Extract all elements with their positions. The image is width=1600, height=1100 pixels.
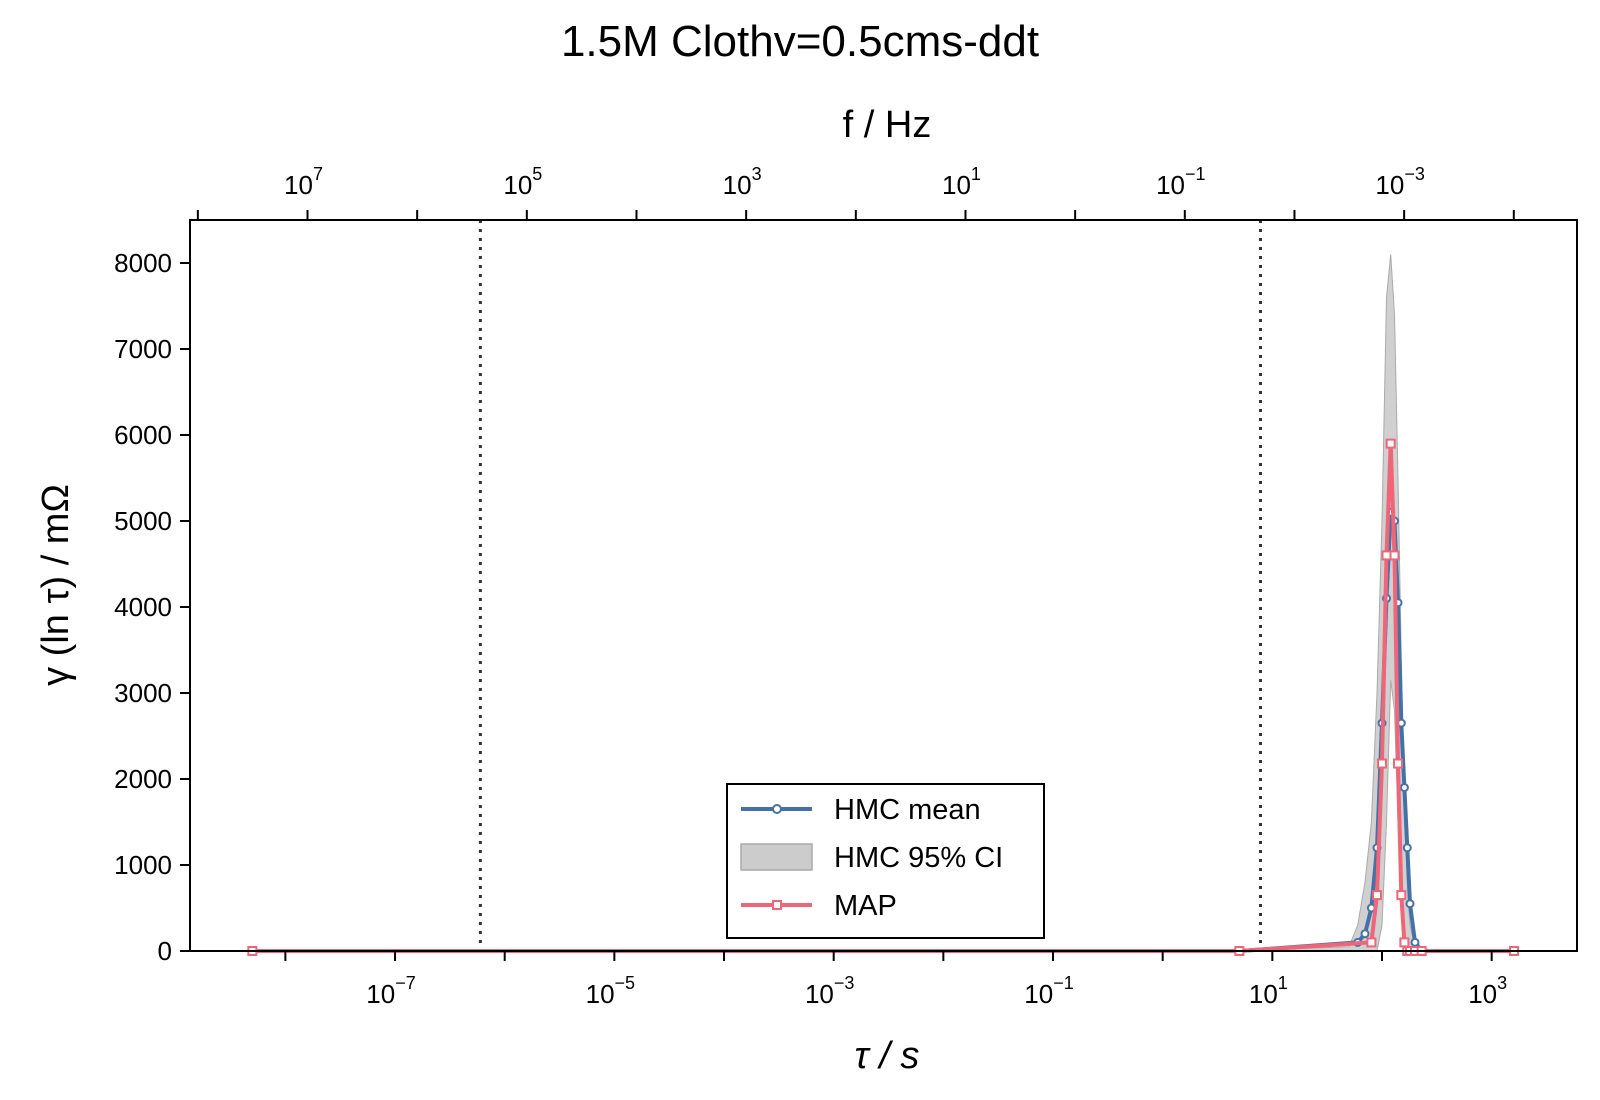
- top-x-axis-label: f / Hz: [843, 104, 932, 146]
- top-x-tick-label: 101: [942, 164, 981, 200]
- x-axis-bottom: 10−7 10−5 10−3 10−1 101 103: [284, 951, 1507, 1009]
- top-x-tick-label: 103: [723, 164, 762, 200]
- y-tick-label: 2000: [114, 764, 172, 794]
- data-point-map: [1393, 758, 1404, 769]
- data-point-hmc-mean: [1405, 899, 1415, 909]
- x-axis-label: τ / s: [855, 1035, 920, 1077]
- data-point-map: [1385, 438, 1396, 449]
- legend-label-map: MAP: [834, 890, 897, 922]
- x-tick-label: 101: [1249, 973, 1288, 1009]
- x-tick-label: 10−5: [586, 973, 635, 1009]
- legend-swatch-hmc-ci: [740, 843, 813, 871]
- y-tick-label: 0: [158, 936, 172, 966]
- data-point-map: [1399, 937, 1410, 948]
- data-point-map: [1377, 758, 1388, 769]
- x-tick-label: 103: [1468, 973, 1507, 1009]
- legend: HMC mean HMC 95% CI MAP: [726, 783, 1045, 939]
- y-tick-label: 5000: [114, 506, 172, 536]
- data-point-hmc-mean: [1410, 937, 1420, 947]
- legend-marker-hmc-mean: [772, 804, 782, 814]
- top-x-tick-label: 10−3: [1375, 164, 1424, 200]
- ci-band-layer: [1239, 254, 1435, 952]
- legend-item-map: MAP: [741, 890, 897, 922]
- legend-item-hmc-mean: HMC mean: [741, 794, 981, 826]
- legend-label-hmc-mean: HMC mean: [834, 794, 981, 826]
- chart-title: 1.5M Clothv=0.5cms-ddt: [561, 17, 1039, 66]
- legend-label-hmc-ci: HMC 95% CI: [834, 842, 1003, 874]
- y-axis: 0 1000 2000 3000 4000 5000 6000 7000 8000: [114, 248, 190, 966]
- data-point-hmc-mean: [1399, 783, 1409, 793]
- x-tick-label: 10−1: [1024, 973, 1073, 1009]
- legend-marker-map: [772, 900, 782, 910]
- top-x-tick-label: 10−1: [1156, 164, 1205, 200]
- x-tick-label: 10−3: [805, 973, 854, 1009]
- ci-band: [1239, 254, 1435, 952]
- x-tick-label: 10−7: [366, 973, 415, 1009]
- top-x-tick-label: 105: [503, 164, 542, 200]
- data-point-map: [1389, 550, 1400, 561]
- x-axis-top: 107 105 103 101 10−1 10−3: [196, 164, 1515, 220]
- y-axis-label: γ (ln τ) / mΩ: [35, 484, 77, 686]
- data-point-map: [1371, 890, 1382, 901]
- data-point-hmc-mean: [1402, 843, 1412, 853]
- data-point-hmc-mean: [1360, 929, 1370, 939]
- y-tick-label: 3000: [114, 678, 172, 708]
- y-tick-label: 8000: [114, 248, 172, 278]
- data-point-map: [1366, 937, 1377, 948]
- plot-frame: [189, 219, 1578, 952]
- y-tick-label: 6000: [114, 420, 172, 450]
- y-tick-label: 4000: [114, 592, 172, 622]
- y-tick-label: 7000: [114, 334, 172, 364]
- y-tick-label: 1000: [114, 850, 172, 880]
- data-point-map: [1396, 890, 1407, 901]
- top-x-tick-label: 107: [284, 164, 323, 200]
- data-point-map: [1381, 550, 1392, 561]
- legend-item-hmc-ci: HMC 95% CI: [740, 842, 1003, 874]
